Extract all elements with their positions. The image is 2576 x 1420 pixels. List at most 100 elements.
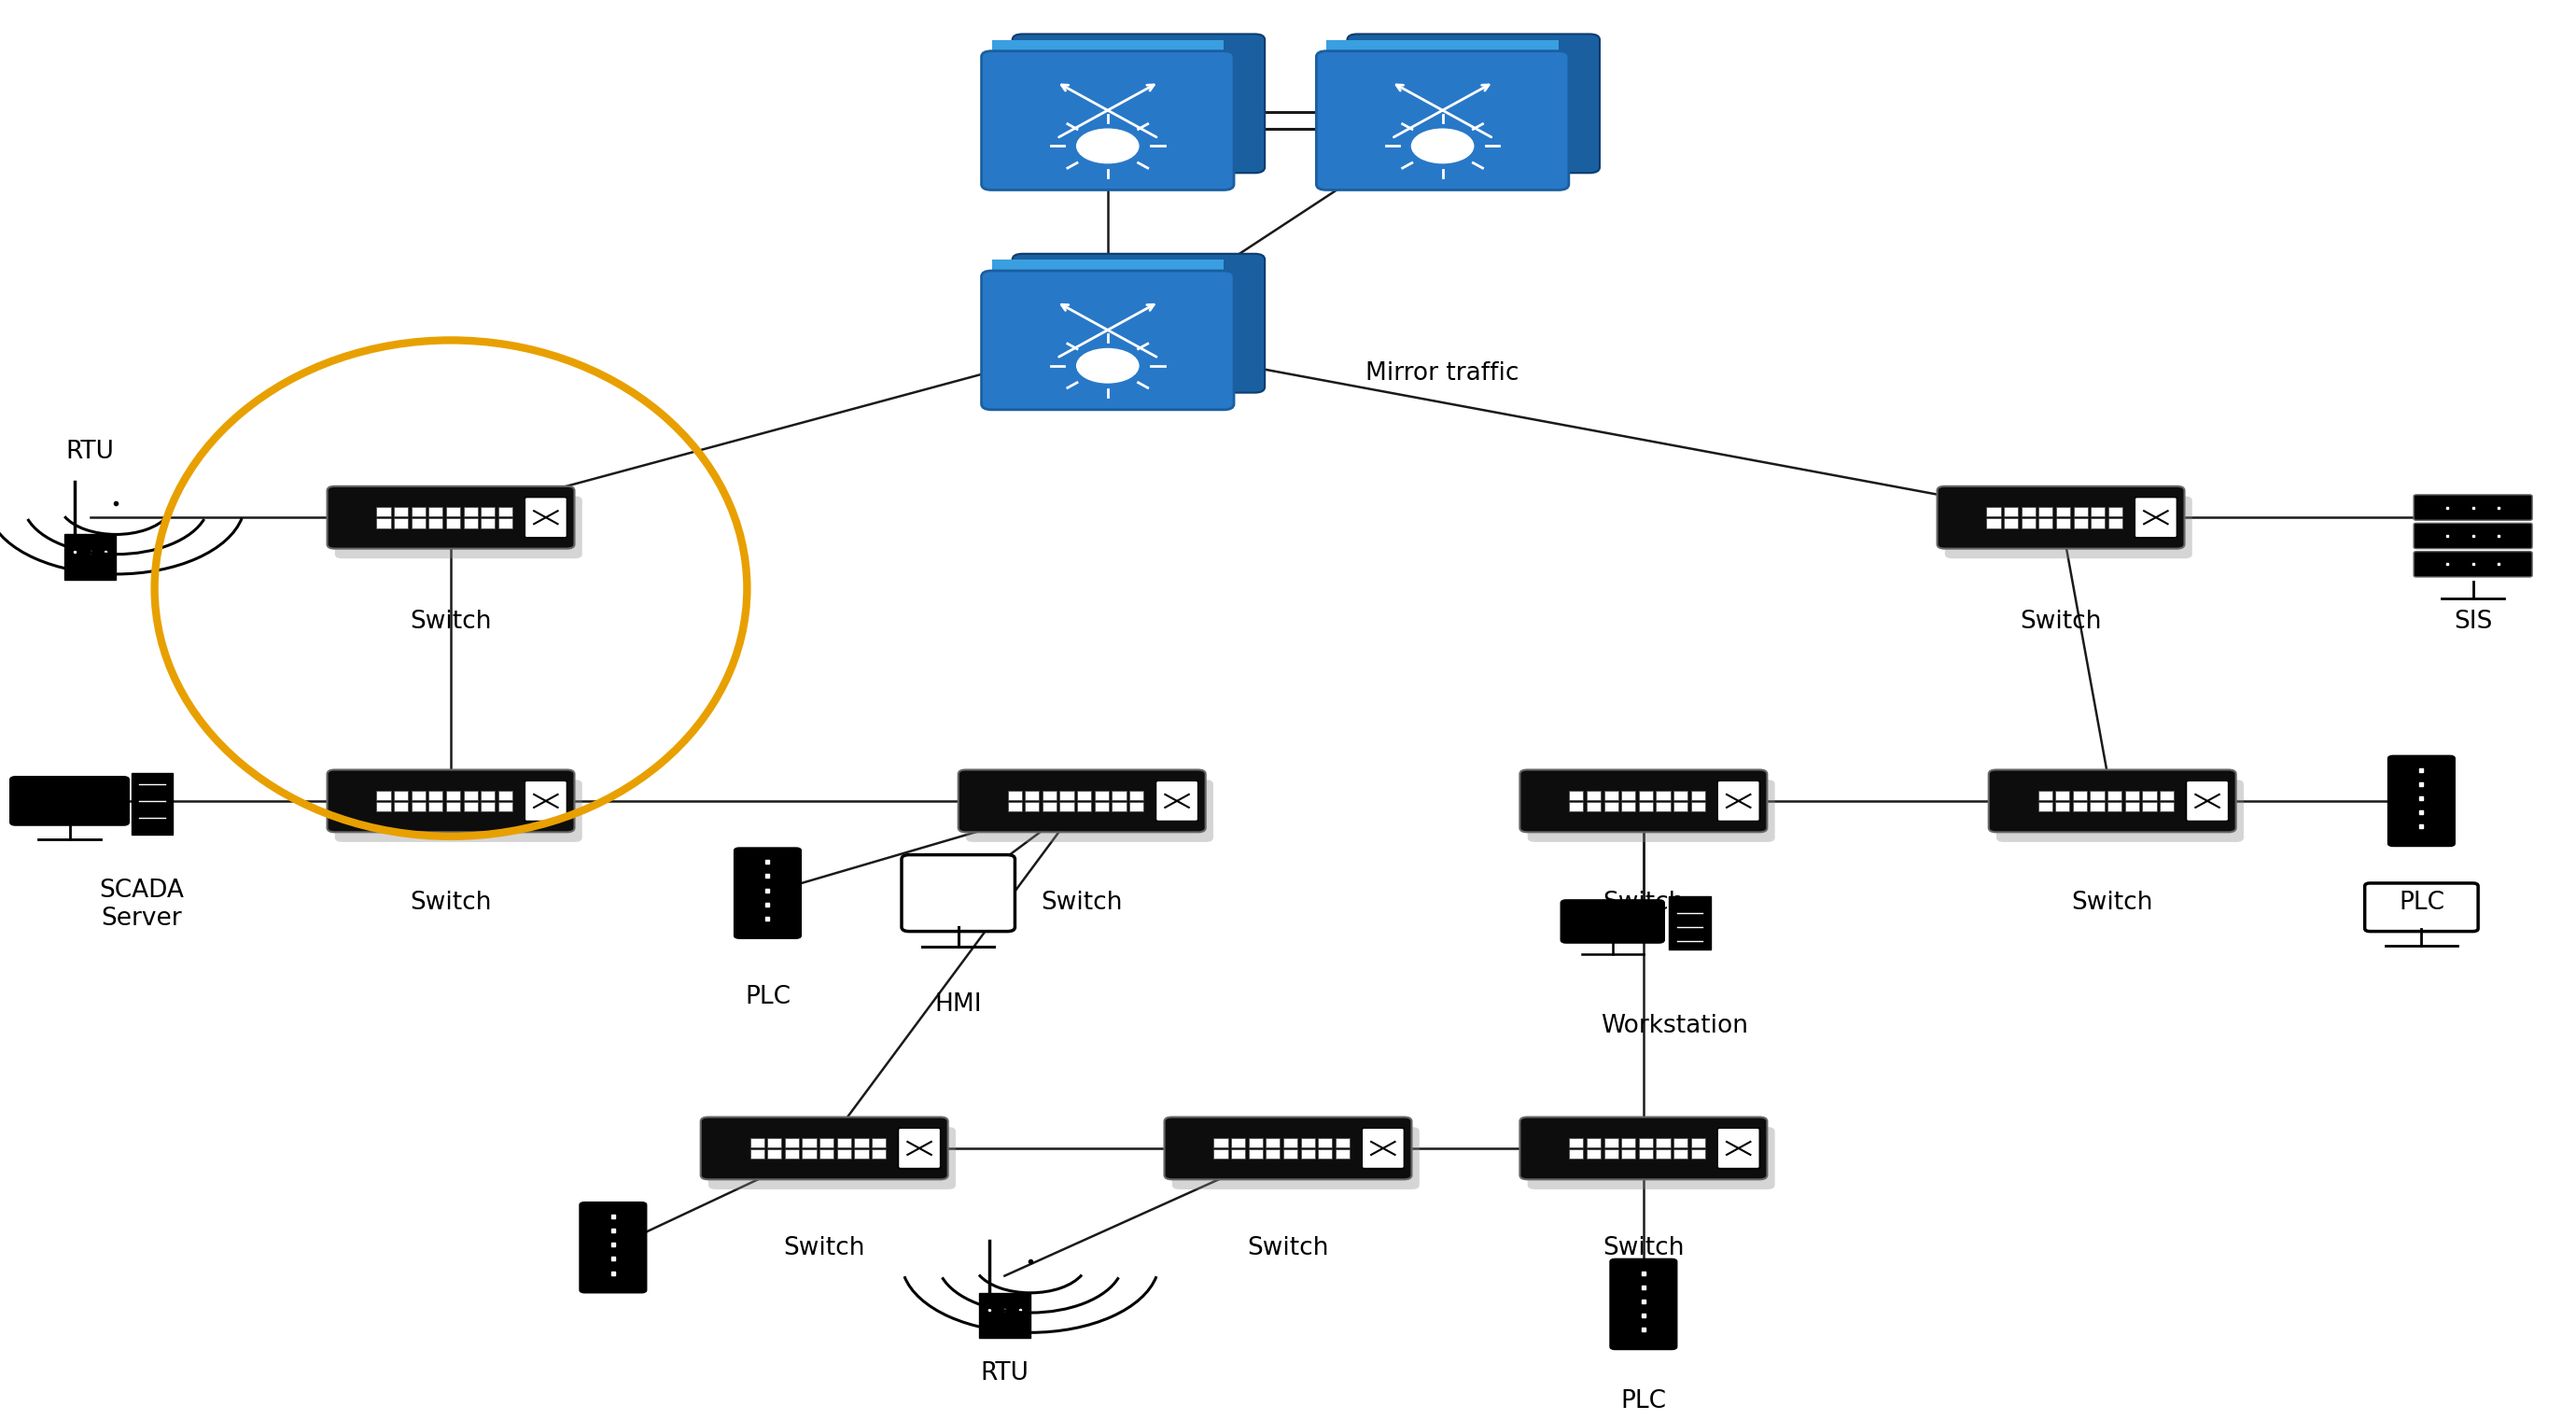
FancyBboxPatch shape [526,781,567,821]
FancyBboxPatch shape [701,1118,948,1180]
FancyBboxPatch shape [1157,781,1198,821]
Bar [2089,791,2105,801]
Bar [464,791,477,801]
FancyBboxPatch shape [1718,1127,1759,1169]
Bar [394,507,407,517]
Bar [1656,1137,1669,1147]
Bar [1587,1137,1600,1147]
FancyBboxPatch shape [2414,551,2532,577]
Bar [2004,507,2017,517]
Bar [786,1137,799,1147]
Bar [1674,791,1687,801]
Bar [1587,802,1600,812]
Bar [1231,1137,1244,1147]
Bar [1674,802,1687,812]
Text: Switch: Switch [1041,890,1123,914]
Text: HMI: HMI [935,993,981,1017]
Bar [1569,1137,1584,1147]
Bar [2107,791,2123,801]
Bar [464,518,477,528]
Bar [2038,802,2053,812]
Bar [1231,1149,1244,1159]
FancyBboxPatch shape [2388,755,2455,846]
FancyBboxPatch shape [708,1127,956,1190]
Bar [750,1149,765,1159]
Bar [1690,791,1705,801]
Bar [750,1137,765,1147]
Bar [446,518,461,528]
FancyBboxPatch shape [1347,34,1600,173]
Bar [1334,1137,1350,1147]
Bar [2038,507,2053,517]
FancyBboxPatch shape [327,770,574,832]
Bar [1569,1149,1584,1159]
Bar [1620,1149,1636,1159]
Bar [1213,1137,1229,1147]
Bar [1095,802,1108,812]
FancyBboxPatch shape [966,780,1213,842]
Text: PLC: PLC [1620,1389,1667,1413]
Bar [1301,1137,1314,1147]
Bar [1095,791,1108,801]
Bar [2074,507,2087,517]
FancyBboxPatch shape [734,848,801,939]
Bar [1249,1137,1262,1147]
Bar [376,507,392,517]
FancyBboxPatch shape [2414,523,2532,548]
FancyBboxPatch shape [1520,1118,1767,1180]
Circle shape [1077,129,1139,163]
Text: Switch: Switch [2071,890,2154,914]
Bar [1638,1137,1654,1147]
Bar [2056,518,2071,528]
Text: Switch: Switch [2020,609,2102,633]
FancyBboxPatch shape [1012,254,1265,393]
Bar [1077,802,1092,812]
Bar [412,518,425,528]
Bar [1319,1149,1332,1159]
Bar [2004,518,2017,528]
Bar [2143,791,2156,801]
Text: SCADA
Server: SCADA Server [100,879,183,932]
Bar [1674,1149,1687,1159]
FancyBboxPatch shape [1996,780,2244,842]
FancyBboxPatch shape [1718,781,1759,821]
Bar [1025,802,1038,812]
FancyBboxPatch shape [2414,494,2532,520]
Bar [2022,507,2035,517]
Bar [497,791,513,801]
FancyBboxPatch shape [981,51,1234,190]
Bar [837,1137,850,1147]
Bar [2125,802,2138,812]
FancyBboxPatch shape [1945,496,2192,558]
Bar [412,802,425,812]
Bar [2056,791,2069,801]
FancyBboxPatch shape [580,1203,647,1292]
Bar [801,1149,817,1159]
Bar [1587,791,1600,801]
FancyBboxPatch shape [1012,34,1265,173]
Bar [1113,791,1126,801]
Bar [871,1149,886,1159]
Bar [1059,791,1074,801]
Bar [376,791,392,801]
Bar [1059,802,1074,812]
Bar [2159,802,2174,812]
Bar [837,1149,850,1159]
Bar [1656,802,1669,812]
FancyBboxPatch shape [1937,486,2184,548]
Bar [428,518,443,528]
Text: Switch: Switch [1602,890,1685,914]
FancyBboxPatch shape [327,486,574,548]
Bar [1669,896,1710,950]
Text: SIS: SIS [2455,609,2491,633]
Bar [1986,518,2002,528]
Bar [1569,791,1584,801]
Text: Switch: Switch [1602,1237,1685,1261]
Bar [2107,518,2123,528]
Bar [1265,1149,1280,1159]
Bar [446,802,461,812]
Bar [786,1149,799,1159]
Bar [1605,1137,1618,1147]
Bar [1638,802,1654,812]
Bar [1283,1137,1298,1147]
